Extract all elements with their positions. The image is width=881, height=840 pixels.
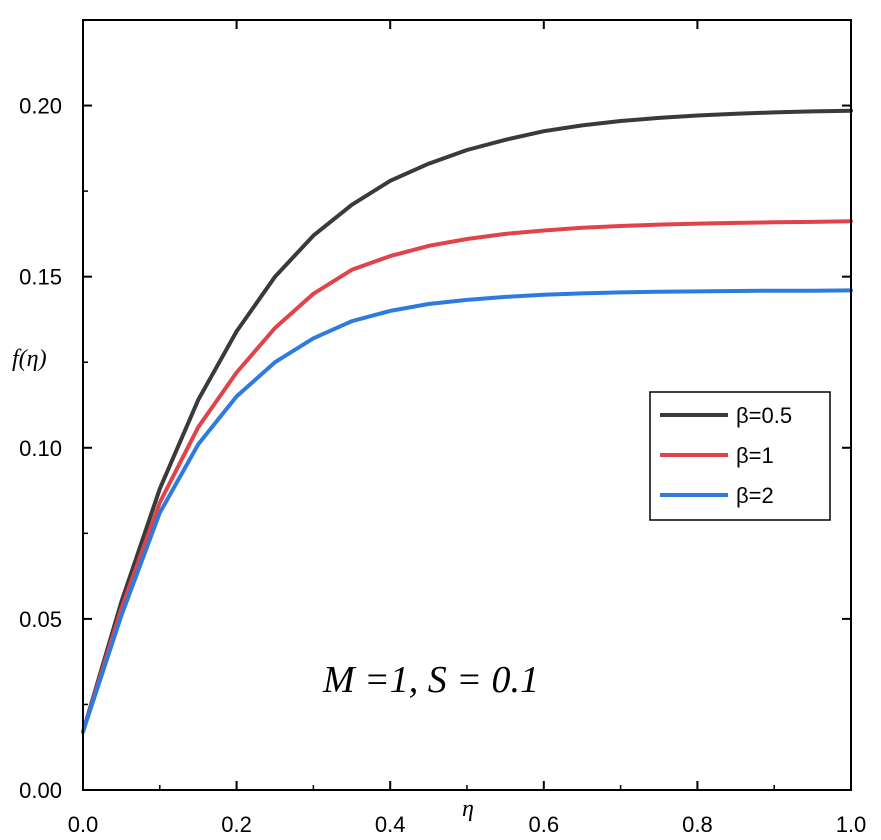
x-axis-label: η <box>462 796 474 822</box>
legend-label-1: β=1 <box>736 443 774 468</box>
x-tick-label: 1.0 <box>836 812 867 837</box>
parameter-annotation: M =1, S = 0.1 <box>322 659 539 701</box>
y-tick-label: 0.10 <box>19 436 62 461</box>
x-tick-label: 0.6 <box>529 812 560 837</box>
y-tick-label: 0.00 <box>19 778 62 803</box>
ticks-layer: 0.0 0.2 0.4 0.6 0.8 1.0 0.00 0.05 0.10 0.15 0.20 <box>19 19 867 837</box>
legend: β=0.5 β=1 β=2 <box>649 391 831 521</box>
y-tick-label: 0.20 <box>19 94 62 119</box>
legend-label-2: β=2 <box>736 483 774 508</box>
series-line-1 <box>81 219 853 734</box>
y-tick-label: 0.15 <box>19 265 62 290</box>
series-line-2 <box>81 288 853 734</box>
x-tick-label: 0.8 <box>682 812 713 837</box>
y-tick-label: 0.05 <box>19 607 62 632</box>
x-tick-label: 0.0 <box>68 812 99 837</box>
x-tick-label: 0.4 <box>375 812 406 837</box>
series-line-0 <box>81 108 853 734</box>
series-layer <box>81 108 853 734</box>
y-axis-label: f(η) <box>12 346 47 372</box>
legend-label-0: β=0.5 <box>736 403 792 428</box>
x-tick-label: 0.2 <box>221 812 252 837</box>
